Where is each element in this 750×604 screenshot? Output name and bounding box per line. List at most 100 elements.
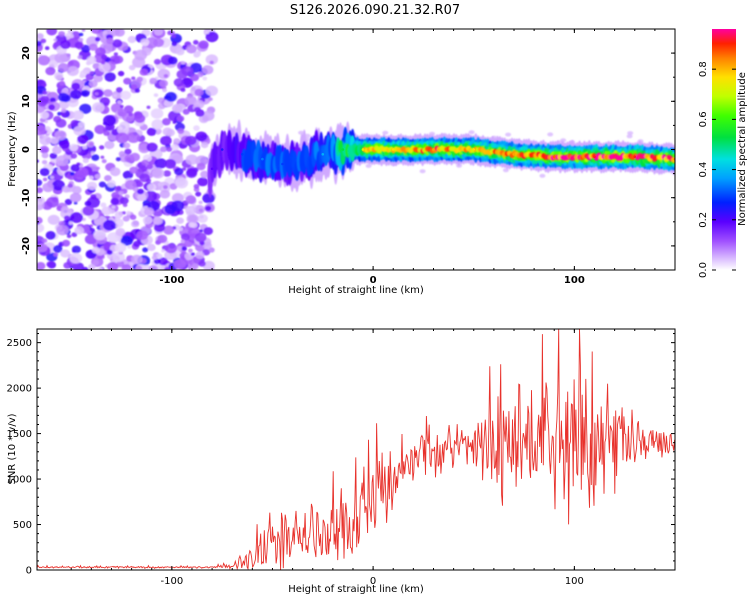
noise-blob <box>184 135 197 146</box>
noise-blob <box>188 222 195 228</box>
noise-blob <box>71 232 78 238</box>
noise-blob <box>107 232 120 243</box>
noise-blob <box>37 125 46 136</box>
noise-blob <box>139 68 149 76</box>
noise-blob <box>77 134 89 144</box>
signal-point <box>301 162 305 166</box>
noise-blob <box>198 200 203 205</box>
noise-blob <box>191 263 199 270</box>
noise-blob <box>176 217 185 224</box>
noise-blob <box>114 242 127 253</box>
noise-blob <box>86 181 98 191</box>
snr-xtick-label: 0 <box>370 576 376 587</box>
noise-blob <box>155 131 161 135</box>
snr-ytick-label: 1000 <box>7 475 32 486</box>
noise-blob <box>98 62 111 73</box>
noise-blob <box>147 243 156 252</box>
noise-blob <box>82 91 88 96</box>
noise-blob <box>163 170 172 177</box>
signal-point <box>210 167 214 171</box>
noise-blob <box>153 29 163 36</box>
noise-blob <box>196 162 206 171</box>
noise-blob <box>53 252 59 257</box>
noise-blob <box>71 245 81 254</box>
noise-blob <box>155 253 163 259</box>
noise-blob <box>106 249 113 255</box>
noise-blob <box>37 105 46 113</box>
noise-blob <box>200 170 210 179</box>
noise-blob <box>205 54 218 65</box>
noise-blob <box>153 258 161 265</box>
noise-blob <box>71 82 81 91</box>
noise-blob <box>73 125 86 136</box>
noise-blob <box>128 64 136 71</box>
noise-blob <box>44 126 51 132</box>
noise-blob <box>52 146 62 155</box>
noise-blob <box>74 41 83 49</box>
noise-blob <box>627 131 634 136</box>
noise-blob <box>171 193 184 203</box>
noise-blob <box>170 144 179 151</box>
noise-blob <box>86 56 97 65</box>
noise-blob <box>98 181 106 188</box>
noise-blob <box>42 182 54 193</box>
noise-blob <box>208 247 215 253</box>
noise-blob <box>124 179 137 190</box>
noise-blob <box>74 226 85 235</box>
noise-blob <box>209 60 214 65</box>
noise-blob <box>37 221 40 225</box>
noise-blob <box>103 219 116 231</box>
noise-blob <box>60 40 71 49</box>
noise-blob <box>101 206 112 216</box>
noise-blob <box>117 100 122 105</box>
noise-blob <box>104 72 116 82</box>
noise-blob <box>46 261 54 268</box>
snr-line <box>37 329 675 570</box>
noise-region <box>37 29 661 270</box>
noise-blob <box>202 65 214 75</box>
signal-point <box>361 148 365 151</box>
noise-blob <box>77 55 83 60</box>
noise-blob <box>171 103 183 113</box>
noise-blob <box>184 95 197 106</box>
noise-blob <box>382 130 389 135</box>
noise-blob <box>50 175 54 179</box>
noise-blob <box>89 175 94 180</box>
signal-point <box>241 153 244 156</box>
noise-blob <box>202 193 215 204</box>
noise-blob <box>195 191 202 197</box>
noise-blob <box>40 111 50 120</box>
noise-blob <box>121 264 132 270</box>
noise-blob <box>107 262 119 270</box>
noise-blob <box>128 112 133 117</box>
noise-blob <box>560 138 567 143</box>
noise-blob <box>298 130 305 135</box>
noise-blob <box>502 168 509 173</box>
noise-blob <box>137 188 144 195</box>
noise-blob <box>162 127 173 136</box>
snr-ytick-label: 2500 <box>7 338 32 349</box>
colorbar-tick-label: 0.6 <box>698 111 709 127</box>
signal-point <box>432 148 435 151</box>
noise-blob <box>45 66 56 76</box>
noise-blob <box>109 167 121 177</box>
noise-blob <box>98 267 104 270</box>
noise-blob <box>52 196 59 203</box>
noise-blob <box>142 216 153 225</box>
snr-ytick-label: 0 <box>26 566 32 577</box>
spectrogram-xtick-label: -100 <box>159 275 184 286</box>
noise-blob <box>157 234 168 244</box>
noise-blob <box>117 70 125 77</box>
noise-blob <box>165 92 177 102</box>
noise-blob <box>45 231 56 240</box>
noise-blob <box>110 197 120 206</box>
noise-blob <box>131 76 136 80</box>
noise-blob <box>161 249 166 253</box>
noise-blob <box>149 77 157 85</box>
noise-blob <box>194 88 204 97</box>
noise-blob <box>185 205 197 215</box>
noise-blob <box>122 203 128 208</box>
